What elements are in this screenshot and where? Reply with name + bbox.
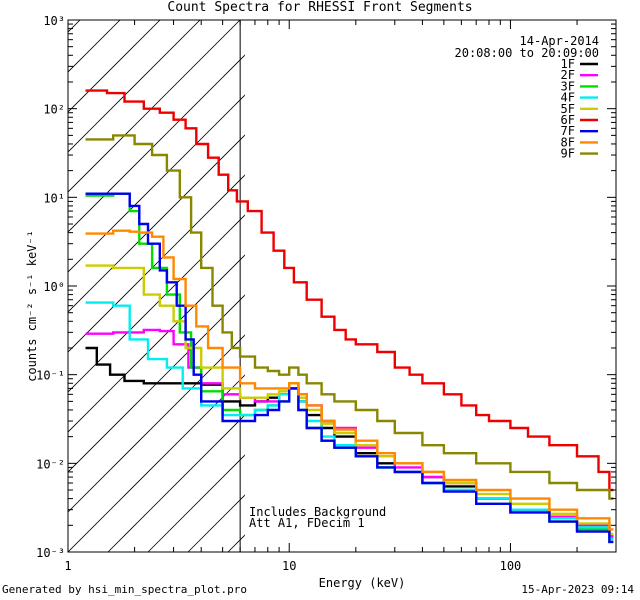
y-tick-label: 10⁻² xyxy=(36,457,65,471)
hatch-line xyxy=(68,174,245,353)
hatch-line xyxy=(308,0,640,552)
legend-label-5F: 5F xyxy=(561,102,575,116)
series-line-6F xyxy=(85,89,614,492)
hatch-line xyxy=(68,374,245,552)
annotation-line: Includes Background xyxy=(249,505,386,519)
series-line-8F xyxy=(85,229,614,531)
series-line-3F xyxy=(85,192,614,544)
legend-label-1F: 1F xyxy=(561,57,575,71)
background-shaded-region xyxy=(68,0,640,552)
hatch-line xyxy=(68,134,245,313)
hatch-line xyxy=(68,254,245,433)
footer-timestamp: 15-Apr-2023 09:14 xyxy=(521,583,634,596)
series-line-7F xyxy=(85,192,614,544)
y-tick-label: 10⁻³ xyxy=(36,546,65,560)
date-label: 14-Apr-2014 xyxy=(520,34,599,48)
hatch-line xyxy=(588,0,640,552)
hatch-line xyxy=(428,0,640,552)
chart-title: Count Spectra for RHESSI Front Segments xyxy=(167,0,473,15)
series-line-5F xyxy=(85,264,614,536)
hatch-line xyxy=(68,294,245,473)
x-axis-title: Energy (keV) xyxy=(319,576,406,590)
x-tick-label: 10 xyxy=(282,559,296,573)
y-tick-label: 10³ xyxy=(43,14,65,28)
legend-label-4F: 4F xyxy=(561,91,575,105)
y-tick-label: 10⁰ xyxy=(43,280,65,294)
legend-label-3F: 3F xyxy=(561,79,575,93)
series-line-9F xyxy=(85,134,614,500)
legend-label-8F: 8F xyxy=(561,135,575,149)
legend-label-2F: 2F xyxy=(561,68,575,82)
legend-label-9F: 9F xyxy=(561,147,575,161)
x-tick-label: 100 xyxy=(500,559,522,573)
annotation-line: Att A1, FDecim 1 xyxy=(249,516,365,530)
hatch-line xyxy=(68,94,245,273)
hatch-line xyxy=(268,0,640,552)
time-range-label: 20:08:00 to 20:09:00 xyxy=(455,46,600,60)
legend-label-6F: 6F xyxy=(561,113,575,127)
y-tick-label: 10¹ xyxy=(43,191,65,205)
y-axis-title: counts cm⁻² s⁻¹ keV⁻¹ xyxy=(25,230,39,382)
hatch-line xyxy=(227,534,245,552)
hatch-line xyxy=(628,0,640,552)
hatch-line xyxy=(68,334,245,513)
x-tick-label: 1 xyxy=(64,559,71,573)
hatch-line xyxy=(68,214,245,393)
generated-by-note: Generated by hsi_min_spectra_plot.pro xyxy=(2,583,248,596)
hatch-line xyxy=(468,0,640,552)
hatch-line xyxy=(348,0,640,552)
hatch-line xyxy=(68,54,245,233)
y-tick-label: 10² xyxy=(43,103,65,117)
hatch-line xyxy=(107,414,245,552)
legend-label-7F: 7F xyxy=(561,124,575,138)
hatch-line xyxy=(388,0,640,552)
y-tick-label: 10⁻¹ xyxy=(36,369,65,383)
